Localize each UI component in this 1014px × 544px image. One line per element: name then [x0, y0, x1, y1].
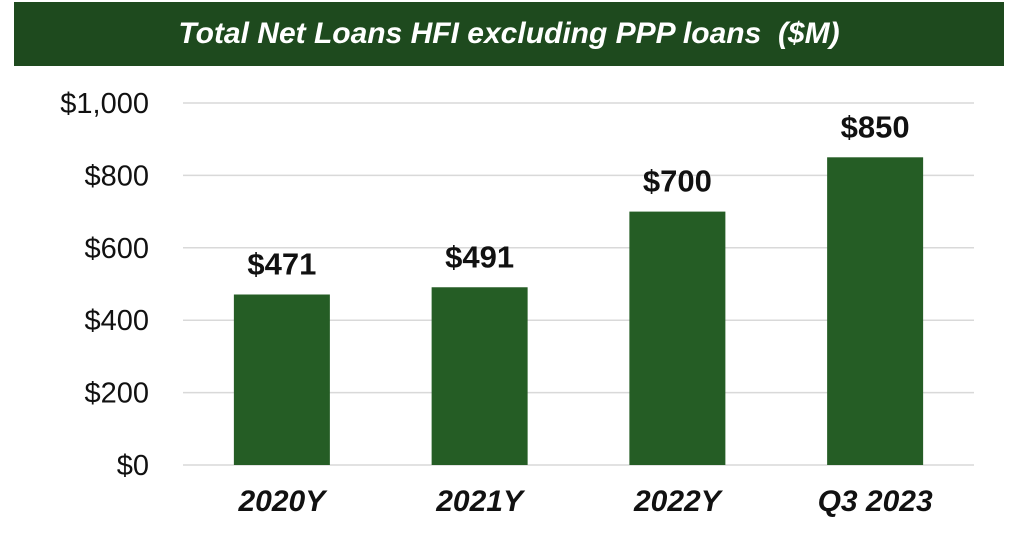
y-axis-ticks: $0 $200 $400 $600 $800 $1,000: [60, 88, 149, 482]
bar: [233, 294, 330, 465]
bars: [233, 157, 924, 466]
y-tick-label: $1,000: [60, 88, 149, 120]
data-label: $491: [445, 239, 514, 274]
chart-title: Total Net Loans HFI excluding PPP loans …: [178, 17, 840, 50]
y-tick-label: $200: [84, 378, 149, 410]
x-category-label: 2020Y: [238, 485, 329, 518]
y-tick-label: $600: [84, 233, 149, 265]
data-label: $850: [841, 109, 910, 144]
y-tick-label: $400: [84, 305, 149, 337]
data-label: $471: [247, 246, 316, 281]
chart-title-bar: Total Net Loans HFI excluding PPP loans …: [14, 2, 1004, 66]
x-category-label: Q3 2023: [818, 485, 933, 518]
x-axis-categories: 2020Y 2021Y 2022Y Q3 2023: [238, 485, 933, 518]
bar: [827, 157, 924, 466]
x-category-label: 2021Y: [435, 485, 526, 518]
y-tick-label: $800: [84, 160, 149, 192]
y-tick-label: $0: [117, 450, 149, 482]
x-category-label: 2022Y: [633, 485, 724, 518]
bar: [431, 287, 528, 465]
data-labels: $471 $491 $700 $850: [247, 109, 909, 281]
bar: [629, 211, 726, 465]
data-label: $700: [643, 164, 712, 199]
